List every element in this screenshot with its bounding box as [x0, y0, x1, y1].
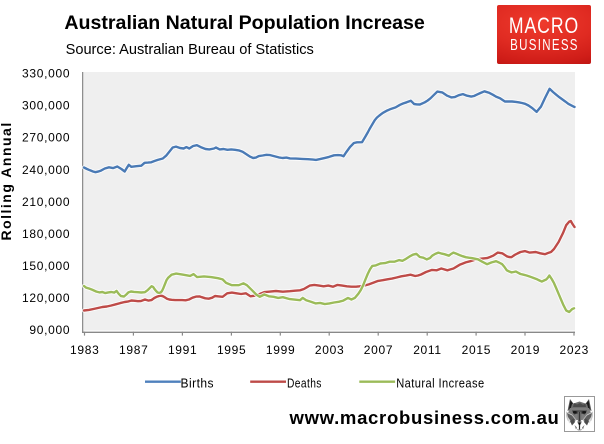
svg-text:120,000: 120,000 — [22, 291, 70, 305]
svg-text:Natural Increase: Natural Increase — [396, 376, 484, 391]
svg-text:2015: 2015 — [462, 343, 492, 357]
svg-text:Births: Births — [181, 376, 215, 391]
svg-text:270,000: 270,000 — [22, 131, 70, 145]
svg-text:1991: 1991 — [168, 343, 198, 357]
svg-text:330,000: 330,000 — [22, 67, 70, 81]
svg-text:90,000: 90,000 — [29, 323, 70, 337]
svg-text:1983: 1983 — [70, 343, 100, 357]
svg-text:180,000: 180,000 — [22, 227, 70, 241]
svg-text:300,000: 300,000 — [22, 99, 70, 113]
svg-text:2007: 2007 — [364, 343, 394, 357]
svg-text:2023: 2023 — [560, 343, 590, 357]
svg-text:2003: 2003 — [315, 343, 345, 357]
svg-text:1995: 1995 — [217, 343, 247, 357]
svg-text:Deaths: Deaths — [287, 376, 322, 391]
svg-text:210,000: 210,000 — [22, 195, 70, 209]
svg-text:1999: 1999 — [266, 343, 296, 357]
svg-text:150,000: 150,000 — [22, 259, 70, 273]
svg-text:Rolling Annual: Rolling Annual — [0, 121, 14, 240]
svg-text:1987: 1987 — [119, 343, 149, 357]
svg-text:240,000: 240,000 — [22, 163, 70, 177]
svg-text:2011: 2011 — [413, 343, 442, 357]
svg-text:2019: 2019 — [511, 343, 541, 357]
